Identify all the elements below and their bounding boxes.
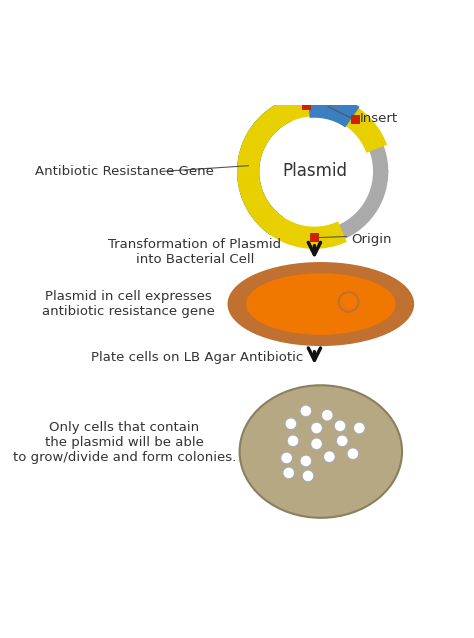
Circle shape — [310, 438, 322, 450]
Text: Transformation of Plasmid
into Bacterial Cell: Transformation of Plasmid into Bacterial… — [108, 239, 281, 266]
Circle shape — [334, 420, 346, 432]
Ellipse shape — [239, 385, 402, 518]
Ellipse shape — [229, 263, 413, 345]
Circle shape — [347, 448, 359, 459]
Circle shape — [287, 435, 299, 447]
Circle shape — [336, 435, 348, 447]
Circle shape — [323, 450, 336, 463]
Text: Only cells that contain
the plasmid will be able
to grow/divide and form colonie: Only cells that contain the plasmid will… — [12, 422, 236, 464]
Circle shape — [302, 470, 314, 482]
Ellipse shape — [246, 273, 396, 335]
FancyBboxPatch shape — [301, 101, 311, 110]
Circle shape — [300, 405, 312, 417]
Text: Insert: Insert — [359, 112, 397, 126]
Circle shape — [310, 422, 322, 434]
Circle shape — [321, 409, 333, 421]
Text: Plasmid in cell expresses
antibiotic resistance gene: Plasmid in cell expresses antibiotic res… — [42, 290, 215, 318]
Circle shape — [300, 455, 312, 467]
Text: Plasmid: Plasmid — [282, 163, 347, 181]
FancyBboxPatch shape — [350, 115, 360, 124]
Circle shape — [283, 467, 295, 479]
Circle shape — [353, 422, 365, 434]
Text: Origin: Origin — [351, 234, 391, 246]
Circle shape — [281, 452, 292, 464]
Text: Antibiotic Resistance Gene: Antibiotic Resistance Gene — [35, 165, 214, 178]
Circle shape — [285, 418, 297, 430]
FancyBboxPatch shape — [310, 233, 319, 242]
Text: Plate cells on LB Agar Antibiotic: Plate cells on LB Agar Antibiotic — [91, 351, 303, 364]
